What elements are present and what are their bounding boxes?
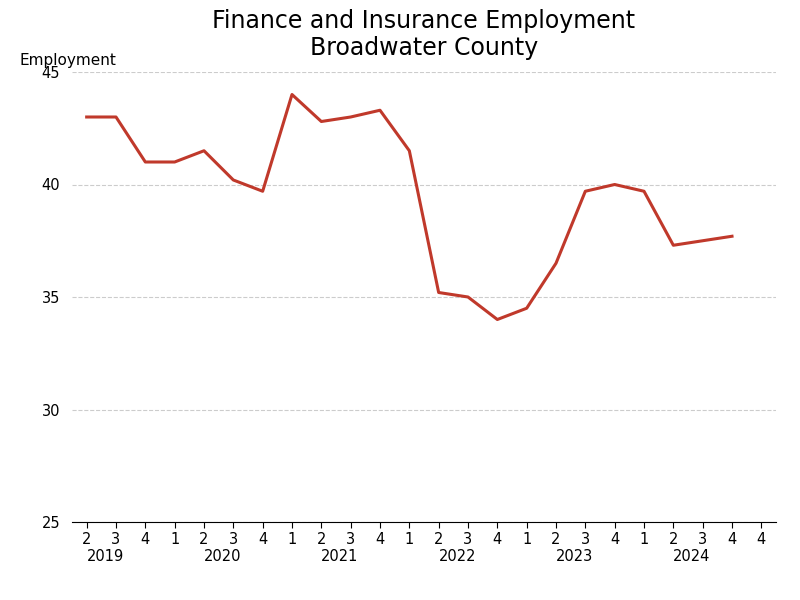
Text: 2021: 2021 xyxy=(322,549,358,564)
Text: 2024: 2024 xyxy=(674,549,710,564)
Text: 2020: 2020 xyxy=(204,549,242,564)
Text: 2023: 2023 xyxy=(556,549,594,564)
Title: Finance and Insurance Employment
Broadwater County: Finance and Insurance Employment Broadwa… xyxy=(213,8,635,61)
Text: 2019: 2019 xyxy=(86,549,124,564)
Text: 2022: 2022 xyxy=(438,549,476,564)
Text: Employment: Employment xyxy=(19,52,116,67)
